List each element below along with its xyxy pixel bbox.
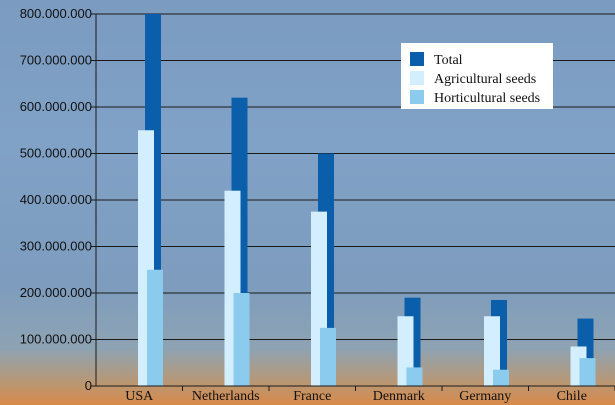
legend-box <box>401 43 553 109</box>
y-tick-label: 500.000.000 <box>20 146 92 161</box>
x-tick-label: Denmark <box>373 389 425 404</box>
axes <box>95 14 615 391</box>
bar-horticultural-denmark <box>406 367 423 386</box>
x-axis-labels: USA Netherlands France Denmark Germany Chile <box>125 389 587 404</box>
x-tick-label: France <box>293 389 331 404</box>
y-tick-label: 300.000.000 <box>20 239 92 254</box>
grid-lines <box>96 13 615 340</box>
legend-swatch-agricultural <box>410 71 424 85</box>
x-tick-label: Germany <box>459 389 511 404</box>
y-tick-label: 700.000.000 <box>20 53 92 68</box>
bar-horticultural-netherlands <box>233 293 250 386</box>
x-tick-label: Netherlands <box>192 389 260 404</box>
x-tick-label: USA <box>125 389 154 404</box>
y-tick-label: 100.000.000 <box>20 332 92 347</box>
y-tick-label: 600.000.000 <box>20 99 92 114</box>
y-tick-label: 200.000.000 <box>20 285 92 300</box>
bar-horticultural-france <box>320 327 336 386</box>
legend-label-total: Total <box>434 53 463 68</box>
y-tick-label: 0 <box>85 378 92 393</box>
bars <box>138 14 596 386</box>
legend-label-agricultural: Agricultural seeds <box>434 72 536 87</box>
bar-agricultural-germany <box>484 316 500 386</box>
y-tick-label: 800.000.000 <box>20 6 92 21</box>
legend-swatch-horticultural <box>410 90 424 104</box>
bar-horticultural-usa <box>147 269 163 386</box>
y-axis-ticks: 0 100.000.000 200.000.000 300.000.000 400.00… <box>20 6 96 393</box>
legend-swatch-total <box>410 52 424 66</box>
bar-horticultural-chile <box>579 358 596 386</box>
bar-horticultural-germany <box>493 369 509 386</box>
y-tick-label: 400.000.000 <box>20 192 92 207</box>
legend-label-horticultural: Horticultural seeds <box>434 91 540 106</box>
legend: Total Agricultural seeds Horticultural s… <box>401 43 553 109</box>
x-tick-label: Chile <box>557 389 587 404</box>
